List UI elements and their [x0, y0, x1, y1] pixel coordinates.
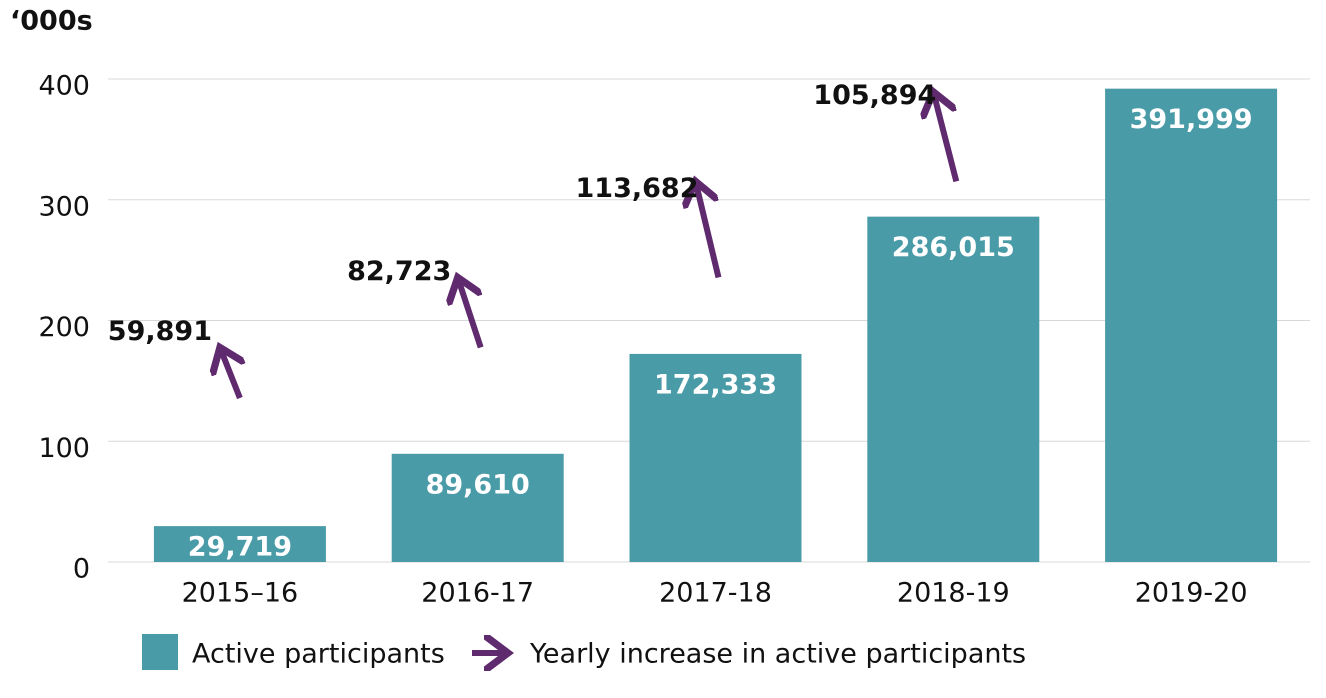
x-tick-label: 2019-20: [1135, 578, 1248, 609]
bar: [1105, 88, 1278, 563]
bar: [153, 526, 326, 562]
increase-label: 113,682: [576, 173, 699, 204]
bar-value-label: 172,333: [654, 369, 777, 400]
increase-arrow: [933, 92, 960, 183]
legend-swatch: [142, 634, 178, 670]
increase-label: 105,894: [813, 80, 936, 111]
y-tick-label: 200: [38, 312, 90, 343]
bar: [391, 453, 564, 562]
legend-label: Yearly increase in active participants: [529, 639, 1026, 670]
bar-value-label: 29,719: [188, 532, 292, 563]
y-tick-label: 0: [73, 554, 90, 585]
bar-value-label: 391,999: [1130, 104, 1253, 135]
y-tick-label: 300: [38, 191, 90, 222]
increase-label: 82,723: [347, 256, 451, 287]
increase-arrow: [696, 181, 722, 279]
unit-label: ‘000s: [10, 6, 93, 37]
bar-value-label: 286,015: [892, 232, 1015, 263]
x-tick-label: 2018-19: [897, 578, 1010, 609]
x-tick-label: 2015–16: [182, 578, 299, 609]
x-tick-label: 2016-17: [421, 578, 534, 609]
y-tick-label: 400: [38, 71, 90, 102]
bar: [629, 353, 802, 562]
increase-arrow: [220, 347, 240, 400]
y-tick-label: 100: [38, 433, 90, 464]
legend-label: Active participants: [192, 639, 445, 670]
x-tick-label: 2017-18: [659, 578, 772, 609]
increase-arrow: [458, 277, 484, 349]
bar: [867, 216, 1040, 562]
increase-label: 59,891: [108, 316, 212, 347]
bar-value-label: 89,610: [426, 469, 530, 500]
